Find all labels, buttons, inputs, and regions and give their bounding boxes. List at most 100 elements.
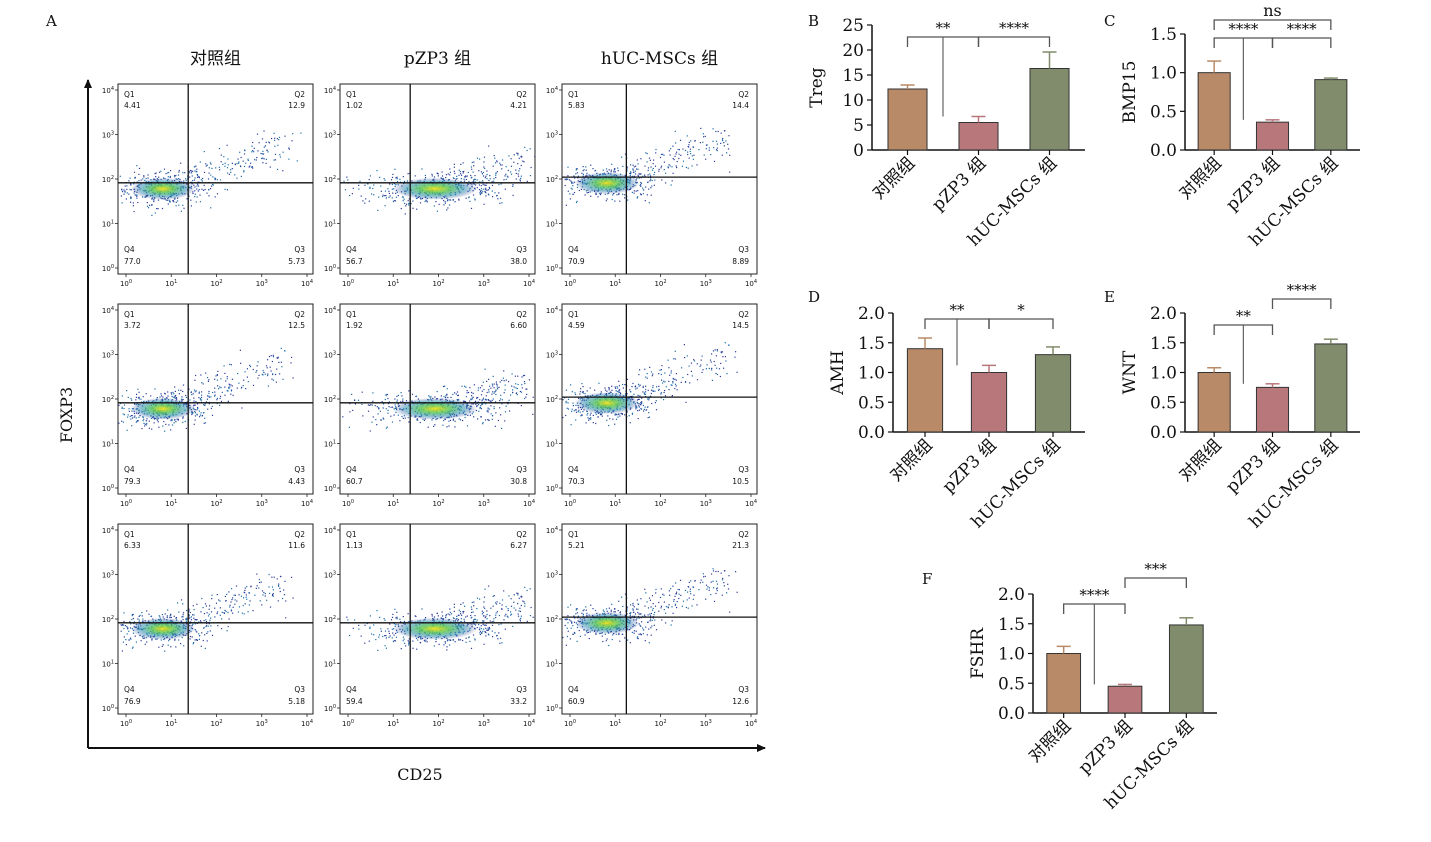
- x-axis-label: CD25: [397, 765, 442, 784]
- event-dot: [679, 594, 680, 595]
- event-dot: [448, 173, 449, 174]
- event-dot: [616, 386, 617, 387]
- event-dot: [636, 191, 637, 192]
- event-dot: [229, 174, 230, 175]
- event-dot: [710, 154, 711, 155]
- event-dot: [208, 393, 209, 394]
- event-dot: [494, 408, 495, 409]
- event-dot: [500, 381, 501, 382]
- event-dot: [315, 631, 316, 632]
- event-dot: [703, 136, 704, 137]
- q1-value: 5.21: [568, 541, 585, 550]
- event-dot: [200, 374, 201, 375]
- event-dot: [455, 421, 456, 422]
- event-dot: [514, 154, 515, 155]
- event-dot: [649, 158, 650, 159]
- y-tick-label: 103: [324, 351, 336, 360]
- event-dot: [384, 618, 385, 619]
- event-dot: [497, 601, 498, 602]
- event-dot: [585, 606, 586, 607]
- event-dot: [622, 194, 623, 195]
- event-dot: [481, 171, 482, 172]
- event-dot: [715, 131, 716, 132]
- y-tick-label: 104: [324, 526, 336, 535]
- event-dot: [640, 633, 641, 634]
- event-dot: [397, 400, 398, 401]
- event-dot: [211, 186, 212, 187]
- event-dot: [454, 607, 455, 608]
- event-dot: [611, 390, 612, 391]
- event-dot: [735, 351, 736, 352]
- event-dot: [387, 188, 388, 189]
- event-dot: [595, 194, 596, 195]
- event-dot: [354, 619, 355, 620]
- event-dot: [666, 606, 667, 607]
- event-dot: [571, 621, 572, 622]
- event-dot: [373, 624, 374, 625]
- event-dot: [501, 623, 502, 624]
- event-dot: [457, 395, 458, 396]
- event-dot: [624, 194, 625, 195]
- event-dot: [706, 585, 707, 586]
- event-dot: [254, 148, 255, 149]
- event-dot: [196, 188, 197, 189]
- event-dot: [453, 419, 454, 420]
- event-dot: [699, 366, 700, 367]
- event-dot: [709, 150, 710, 151]
- event-dot: [179, 393, 180, 394]
- event-dot: [641, 398, 642, 399]
- event-dot: [520, 620, 521, 621]
- event-dot: [199, 189, 200, 190]
- event-dot: [238, 163, 239, 164]
- event-dot: [408, 390, 409, 391]
- y-tick-label: 100: [546, 704, 558, 713]
- event-dot: [652, 387, 653, 388]
- event-dot: [290, 362, 291, 363]
- event-dot: [616, 634, 617, 635]
- event-dot: [512, 184, 513, 185]
- event-dot: [635, 166, 636, 167]
- event-dot: [284, 594, 285, 595]
- event-dot: [142, 178, 143, 179]
- event-dot: [648, 399, 649, 400]
- event-dot: [632, 632, 633, 633]
- event-dot: [238, 383, 239, 384]
- event-dot: [467, 176, 468, 177]
- q1-value: 1.02: [346, 101, 363, 110]
- event-dot: [484, 168, 485, 169]
- event-dot: [208, 178, 209, 179]
- q3-value: 4.43: [288, 477, 305, 486]
- event-dot: [362, 392, 363, 393]
- event-dot: [178, 639, 179, 640]
- event-dot: [229, 364, 230, 365]
- event-dot: [473, 180, 474, 181]
- event-dot: [479, 192, 480, 193]
- event-dot: [650, 179, 651, 180]
- event-dot: [434, 424, 435, 425]
- event-dot: [573, 615, 574, 616]
- flow-plot: Q13.72Q212.5Q34.43Q479.31001001011011021…: [87, 304, 313, 508]
- event-dot: [555, 624, 556, 625]
- event-dot: [656, 400, 657, 401]
- event-dot: [635, 171, 636, 172]
- event-dot: [640, 185, 641, 186]
- event-dot: [445, 617, 446, 618]
- event-dot: [611, 611, 612, 612]
- event-dot: [471, 606, 472, 607]
- event-dot: [648, 607, 649, 608]
- event-dot: [678, 598, 679, 599]
- event-dot: [587, 413, 588, 414]
- event-dot: [671, 606, 672, 607]
- event-dot: [389, 624, 390, 625]
- event-dot: [263, 592, 264, 593]
- event-dot: [169, 201, 170, 202]
- event-dot: [136, 397, 137, 398]
- event-dot: [196, 169, 197, 170]
- event-dot: [207, 409, 208, 410]
- event-dot: [136, 165, 137, 166]
- event-dot: [458, 639, 459, 640]
- event-dot: [669, 164, 670, 165]
- event-dot: [372, 401, 373, 402]
- event-dot: [193, 614, 194, 615]
- event-dot: [282, 379, 283, 380]
